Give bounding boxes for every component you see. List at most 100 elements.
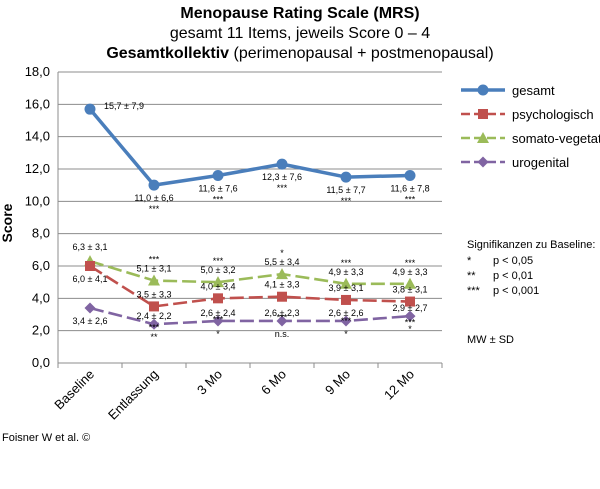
y-tick-label: 16,0 [25,96,50,111]
axes [57,72,443,368]
data-label-gesamt-4: 11,5 ± 7,7 [326,185,365,195]
x-tick-3-mo: 3 Mo [194,367,225,398]
data-label-psychologisch-4: 3,9 ± 3,1 [329,283,364,293]
legend-marker-psychologisch [478,109,488,119]
point-gesamt-2 [212,169,224,181]
sig-label-psychologisch-4: *** [341,316,352,326]
series-line-somato-vegetativ [89,259,410,286]
series-psychologisch [85,261,415,312]
series-gesamt [84,103,416,191]
chart-subtitle-2-bold: Gesamtkollektiv [106,45,229,62]
point-psychologisch-2 [213,293,223,304]
data-label-somato-vegetativ-0: 6,3 ± 3,1 [73,242,108,252]
series-line-urogenital [89,306,411,326]
significance-sym-2: ** [467,270,476,282]
data-label-gesamt-5: 11,6 ± 7,8 [390,183,429,193]
point-somato-vegetativ-4 [340,277,352,289]
sig-label-urogenital-2: * [216,329,220,339]
x-tick-entlassung: Entlassung [105,367,161,423]
data-label-urogenital-3: 2,6 ± 2,3 [265,308,300,318]
footer-credit: Foisner W et al. © [2,432,90,444]
series-somato-vegetativ [84,255,416,289]
series-urogenital [84,302,416,330]
series-line-gesamt [88,108,411,187]
y-tick-label: 10,0 [25,193,50,208]
data-labels: 15,7 ± 7,911,0 ± 6,6***11,6 ± 7,6***12,3… [73,101,430,342]
point-gesamt-3 [276,158,288,170]
point-somato-vegetativ-3 [276,268,288,280]
data-label-gesamt-3: 12,3 ± 7,6 [262,172,302,182]
sig-label-somato-vegetativ-3: * [280,248,284,258]
legend-item-somato-vegetativ: somato-vegetativ [461,131,600,146]
y-tick-label: 6,0 [32,258,50,273]
y-tick-label: 18,0 [25,64,50,79]
sig-label-somato-vegetativ-1: *** [149,255,160,265]
sig-label-psychologisch-3: *** [277,313,288,323]
point-gesamt-5 [404,169,416,181]
y-tick-labels: 0,0 2,0 4,0 6,0 8,0 10,0 12,0 14,0 16,0 18,0 [25,64,50,370]
sig-label-gesamt-2: *** [213,194,224,204]
y-tick-label: 14,0 [25,129,50,144]
data-label-somato-vegetativ-4: 4,9 ± 3,3 [329,267,364,277]
point-gesamt-4 [340,171,352,183]
y-tick-label: 2,0 [32,323,50,338]
point-psychologisch-0 [85,261,95,271]
legend-label-somato-vegetativ: somato-vegetativ [512,131,600,146]
sig-label-somato-vegetativ-2: *** [213,256,224,266]
point-urogenital-4 [340,315,352,327]
point-urogenital-2 [212,315,224,327]
point-psychologisch-5 [405,296,415,307]
legend-item-gesamt: gesamt [461,83,555,98]
data-label-somato-vegetativ-1: 5,1 ± 3,1 [137,264,172,274]
data-label-urogenital-0: 3,4 ± 2,6 [73,316,108,326]
legend-label-urogenital: urogenital [512,155,569,170]
significance-text-3: p < 0,001 [493,285,539,297]
y-tick-label: 12,0 [25,161,50,176]
legend-label-gesamt: gesamt [512,83,555,98]
significance-key: Signifikanzen zu Baseline: * p < 0,05 **… [467,239,595,346]
point-psychologisch-1 [149,301,159,312]
data-label-psychologisch-0: 6,0 ± 4,1 [73,274,108,284]
y-tick-label: 4,0 [32,290,50,305]
sig-label-gesamt-5: *** [405,194,416,204]
chart-subtitle-2: Gesamtkollektiv (perimenopausal + postme… [106,45,493,62]
x-tick-6-mo: 6 Mo [258,367,289,398]
significance-text-2: p < 0,01 [493,270,533,282]
data-label-somato-vegetativ-5: 4,9 ± 3,3 [393,267,428,277]
sig-label-gesamt-3: *** [277,183,288,193]
significance-heading: Signifikanzen zu Baseline: [467,239,595,251]
point-urogenital-1 [148,318,160,330]
sig-label-gesamt-1: *** [149,204,160,214]
data-label-urogenital-4: 2,6 ± 2,6 [329,308,364,318]
data-label-psychologisch-2: 4,0 ± 3,4 [201,281,236,291]
sig-label-urogenital-5: * [408,324,412,334]
x-tick-9-mo: 9 Mo [322,367,353,398]
x-tick-12-mo: 12 Mo [381,367,417,403]
point-urogenital-0 [84,302,96,314]
data-label-somato-vegetativ-2: 5,0 ± 3,2 [201,265,236,275]
series-group [84,103,416,330]
chart-subtitle: gesamt 11 Items, jeweils Score 0 – 4 [170,25,430,42]
point-somato-vegetativ-5 [404,277,416,289]
legend-marker-urogenital [477,156,489,168]
data-label-somato-vegetativ-3: 5,5 ± 3,4 [265,257,300,267]
point-psychologisch-4 [341,294,351,305]
chart-subtitle-2-rest: (perimenopausal + postmenopausal) [229,45,494,62]
point-gesamt-1 [148,179,160,191]
significance-note: MW ± SD [467,334,514,346]
legend-item-psychologisch: psychologisch [461,107,594,122]
point-somato-vegetativ-2 [212,276,224,288]
data-label-urogenital-2: 2,6 ± 2,4 [201,308,236,318]
point-urogenital-3 [276,315,288,327]
data-label-gesamt-2: 11,6 ± 7,6 [198,183,237,193]
sig-label-urogenital-4: * [344,329,348,339]
x-tick-baseline: Baseline [51,367,97,413]
significance-sym-3: *** [467,285,481,297]
point-psychologisch-3 [277,291,287,302]
series-line-psychologisch [89,264,411,308]
data-label-psychologisch-1: 3,5 ± 3,3 [137,289,172,299]
data-label-gesamt-1: 11,0 ± 6,6 [134,193,173,203]
legend-marker-somato-vegetativ [477,132,489,143]
point-gesamt-0 [84,103,96,115]
